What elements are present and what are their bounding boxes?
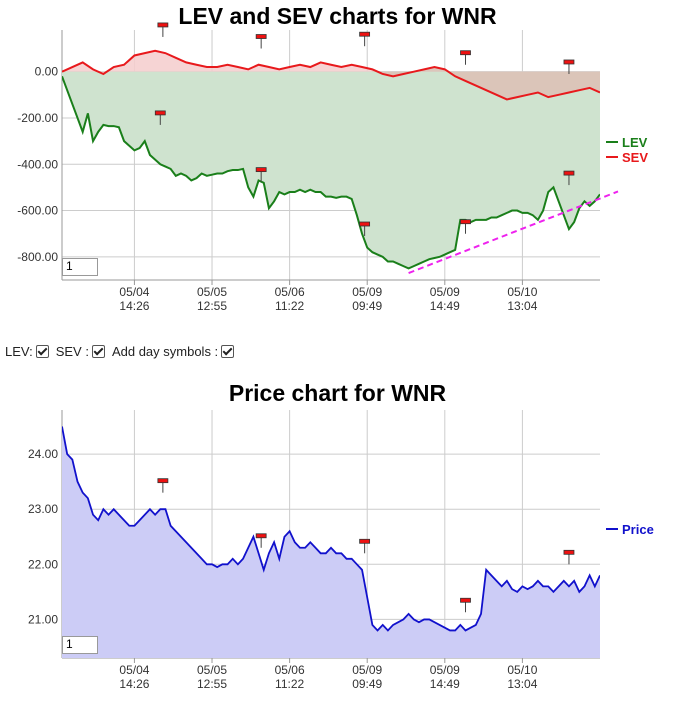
sev-negative-area: [372, 67, 600, 100]
x-tick-label-time: 13:04: [507, 299, 537, 313]
day-symbol-marker: [563, 59, 575, 74]
y-tick-label: -800.00: [17, 250, 58, 264]
x-tick-label-time: 14:49: [430, 299, 460, 313]
y-tick-label: 23.00: [28, 502, 58, 516]
x-tick-label-date: 05/06: [275, 663, 305, 677]
x-tick-label-time: 12:55: [197, 677, 227, 691]
day-symbol-marker: [359, 538, 371, 554]
x-tick-label-date: 05/04: [119, 663, 149, 677]
price-zoom-input[interactable]: 1: [62, 636, 98, 654]
day-symbol-marker: [157, 478, 169, 493]
day-symbols-label: Add day symbols :: [111, 344, 219, 359]
y-tick-label: 24.00: [28, 447, 58, 461]
x-tick-label-date: 05/10: [507, 663, 537, 677]
lev-sev-chart-title: LEV and SEV charts for WNR: [178, 3, 497, 29]
day-symbol-marker: [359, 221, 371, 237]
day-symbol-marker: [563, 549, 575, 565]
legend-price-label: Price: [622, 522, 654, 537]
price-area: [62, 426, 600, 658]
chart-options: LEV: SEV : Add day symbols :: [5, 344, 238, 359]
y-tick-label: 22.00: [28, 557, 58, 571]
day-symbol-marker: [460, 50, 471, 65]
x-tick-label-date: 05/09: [430, 663, 460, 677]
plot-area: [62, 426, 600, 658]
day-symbol-marker: [255, 34, 267, 49]
day-symbol-marker: [255, 533, 267, 548]
day-symbol-marker: [460, 597, 471, 613]
plot-area: [62, 49, 600, 270]
x-tick-label-date: 05/06: [275, 285, 305, 299]
sev-line: [62, 49, 600, 101]
x-tick-label-date: 05/10: [507, 285, 537, 299]
y-tick-label: 0.00: [35, 65, 59, 79]
x-tick-label-time: 11:22: [275, 677, 304, 691]
legend-sev-label: SEV: [622, 150, 648, 165]
sev-toggle-label: SEV :: [55, 344, 89, 359]
x-tick-label-time: 11:22: [275, 299, 304, 313]
x-tick-label-date: 05/09: [352, 285, 382, 299]
lev-checkbox[interactable]: [35, 345, 49, 358]
x-tick-label-date: 05/04: [119, 285, 149, 299]
price-legend: Price: [606, 522, 654, 537]
lev-toggle-label: LEV:: [5, 344, 33, 359]
trend-line: [408, 190, 619, 274]
x-tick-label-time: 14:26: [119, 299, 149, 313]
x-tick-label-time: 09:49: [352, 677, 382, 691]
day-symbol-marker: [460, 219, 471, 234]
y-tick-label: 21.00: [28, 612, 58, 626]
y-tick-label: -600.00: [17, 204, 58, 218]
day-symbol-marker: [157, 22, 169, 37]
price-chart-title: Price chart for WNR: [228, 380, 447, 406]
x-tick-label-date: 05/05: [197, 285, 227, 299]
day-symbol-marker: [563, 170, 575, 186]
x-tick-label-date: 05/09: [430, 285, 460, 299]
day-symbol-marker: [255, 167, 267, 182]
y-tick-label: -400.00: [17, 157, 58, 171]
x-tick-label-time: 14:26: [119, 677, 149, 691]
sev-checkbox[interactable]: [91, 345, 105, 358]
legend-lev-label: LEV: [622, 135, 648, 150]
x-tick-label-time: 09:49: [352, 299, 382, 313]
x-tick-label-time: 13:04: [507, 677, 537, 691]
y-tick-label: -200.00: [17, 111, 58, 125]
day-symbol-marker: [359, 31, 371, 47]
x-tick-label-time: 12:55: [197, 299, 227, 313]
day-symbols-checkbox[interactable]: [221, 345, 235, 358]
lev-sev-chart[interactable]: 0.00-200.00-400.00-600.00-800.0005/0414:…: [0, 0, 675, 340]
x-tick-label-date: 05/09: [352, 663, 382, 677]
lev-line: [62, 75, 600, 270]
day-symbol-marker: [154, 110, 166, 125]
x-tick-label-time: 14:49: [430, 677, 460, 691]
price-line: [62, 426, 600, 632]
x-tick-label-date: 05/05: [197, 663, 227, 677]
lev-sev-zoom-input[interactable]: 1: [62, 258, 98, 276]
